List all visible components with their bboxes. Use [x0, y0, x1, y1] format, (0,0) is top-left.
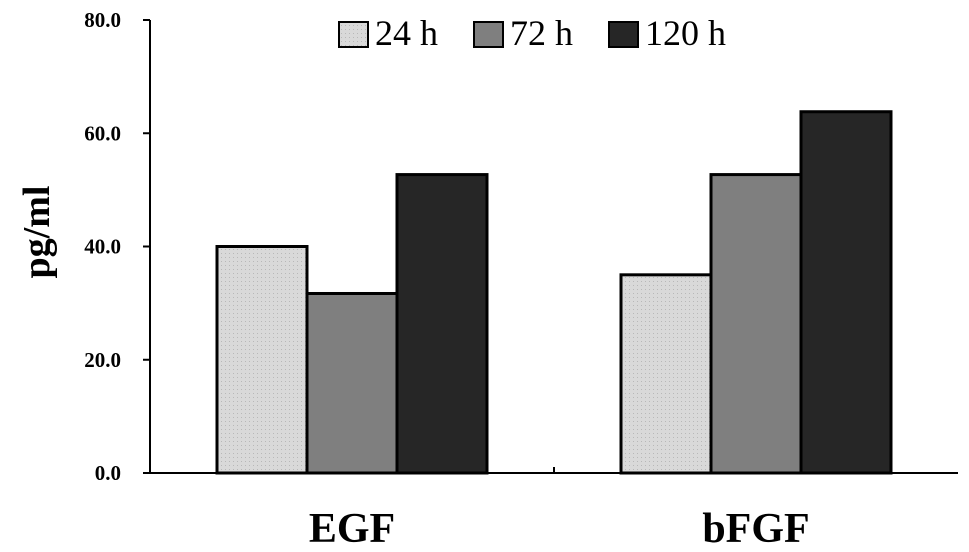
bar-bfgf-72h [709, 173, 803, 475]
y-tick-label: 40.0 [84, 235, 121, 259]
bar-egf-72h [305, 291, 399, 475]
y-tick-label: 0.0 [95, 461, 121, 485]
y-tick-label: 80.0 [84, 8, 121, 32]
category-labels: EGF bFGF [309, 506, 810, 552]
legend-swatch [338, 21, 369, 48]
y-tick-label: 60.0 [84, 121, 121, 145]
category-label: EGF [309, 506, 395, 552]
legend-label: 24 h [375, 13, 438, 53]
bar-egf-24h [215, 245, 309, 475]
legend-label: 72 h [510, 13, 573, 53]
legend-label: 120 h [645, 13, 726, 53]
legend-swatch [473, 21, 504, 48]
bar-bfgf-120h [799, 110, 893, 475]
legend-swatch [608, 21, 639, 48]
bars-group [215, 110, 893, 475]
y-axis: 0.0 20.0 40.0 60.0 80.0 [84, 8, 151, 485]
bar-egf-120h [395, 173, 489, 475]
legend: 24 h 72 h 120 h [338, 13, 726, 53]
bar-bfgf-24h [619, 273, 713, 475]
y-axis-label: pg/ml [16, 186, 58, 279]
y-tick-label: 20.0 [84, 348, 121, 372]
y-tick-group: 0.0 20.0 40.0 60.0 80.0 [84, 8, 150, 485]
category-label: bFGF [702, 506, 809, 552]
